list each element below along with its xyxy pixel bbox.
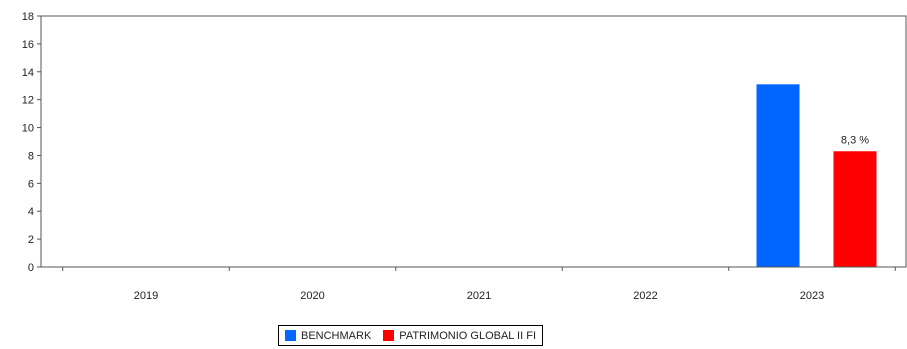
legend: BENCHMARK PATRIMONIO GLOBAL II FI: [278, 325, 544, 346]
y-axis: 0 2 4 6 8 10 12 14 16 18: [22, 11, 41, 274]
y-tick-label: 12: [22, 95, 34, 107]
data-label-fund-2023: 8,3 %: [841, 134, 869, 146]
y-tick-label: 2: [28, 234, 34, 246]
y-tick-label: 14: [22, 67, 34, 79]
bar-benchmark-2023: [756, 84, 800, 267]
bar-fund-2023: [833, 151, 877, 267]
x-axis: 2019 2020 2021 2022 2023: [62, 267, 896, 302]
x-tick-label: 2020: [300, 290, 324, 302]
x-tick-label: 2019: [134, 290, 158, 302]
y-tick-label: 0: [28, 262, 34, 274]
legend-label-fund: PATRIMONIO GLOBAL II FI: [399, 329, 537, 342]
legend-item-fund: PATRIMONIO GLOBAL II FI: [383, 330, 536, 342]
y-tick-label: 6: [28, 178, 34, 190]
bars: [756, 84, 877, 267]
y-tick-label: 4: [28, 206, 34, 218]
data-labels: 8,3 %: [841, 134, 869, 146]
y-tick-label: 8: [28, 150, 34, 162]
legend-label-benchmark: BENCHMARK: [301, 329, 372, 342]
x-tick-label: 2022: [633, 290, 657, 302]
x-tick-label: 2023: [800, 290, 824, 302]
y-tick-label: 16: [22, 39, 34, 51]
x-tick-label: 2021: [467, 290, 491, 302]
legend-item-benchmark: BENCHMARK: [285, 330, 371, 342]
bar-chart: 0 2 4 6 8 10 12 14 16 18 2019 2020 2021 2022 2023 8,3…: [22, 11, 907, 302]
legend-swatch-benchmark: [285, 330, 296, 341]
legend-swatch-fund: [383, 330, 395, 341]
y-tick-label: 10: [22, 123, 34, 135]
plot-frame: [40, 15, 907, 268]
y-tick-label: 18: [22, 11, 34, 23]
